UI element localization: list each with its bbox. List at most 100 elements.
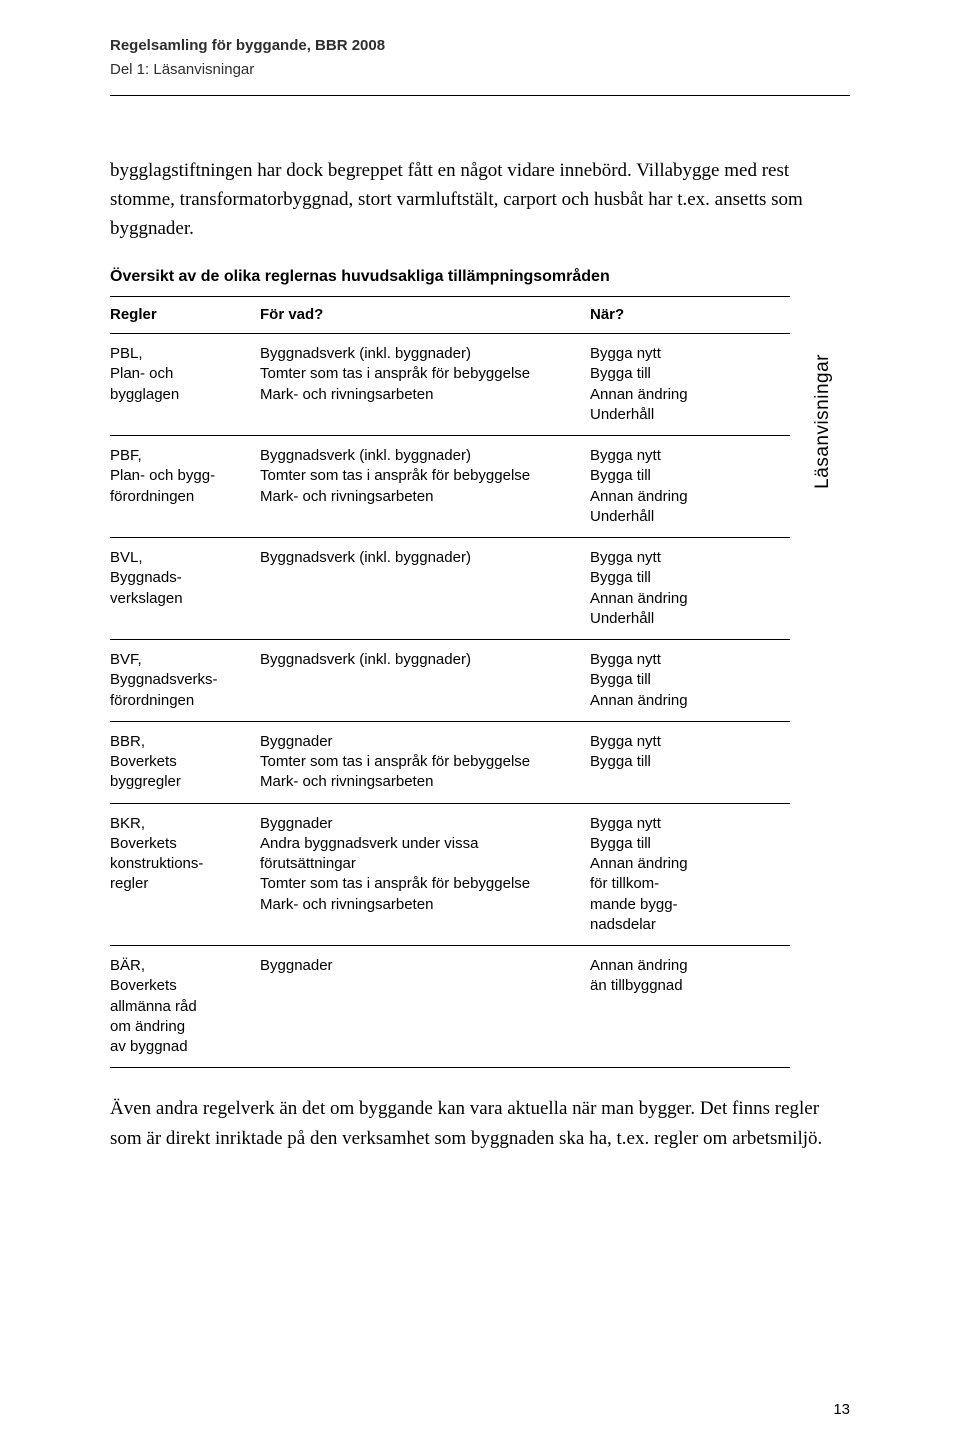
- cell-line: Annan ändring: [590, 691, 782, 711]
- cell-line: regler: [110, 874, 252, 894]
- table-row: PBL,Plan- ochbygglagenByggnadsverk (inkl…: [110, 334, 790, 436]
- table-title: Översikt av de olika reglernas huvudsakl…: [110, 268, 850, 286]
- cell-line: Bygga nytt: [590, 814, 782, 834]
- cell-line: Tomter som tas i anspråk för bebyggelse: [260, 752, 582, 772]
- intro-paragraph: bygglagstiftningen har dock begreppet få…: [110, 156, 850, 244]
- cell-for_vad: ByggnaderAndra byggnadsverk under vissaf…: [260, 803, 590, 946]
- cell-line: Underhåll: [590, 507, 782, 527]
- cell-nar: Bygga nyttBygga till: [590, 721, 790, 803]
- cell-line: för tillkom-: [590, 874, 782, 894]
- cell-line: Bygga till: [590, 364, 782, 384]
- cell-line: Bygga nytt: [590, 446, 782, 466]
- col-header-nar: När?: [590, 296, 790, 333]
- cell-for_vad: Byggnadsverk (inkl. byggnader)Tomter som…: [260, 334, 590, 436]
- cell-line: Mark- och rivningsarbeten: [260, 772, 582, 792]
- cell-line: Byggnader: [260, 956, 582, 976]
- cell-line: Byggnadsverk (inkl. byggnader): [260, 344, 582, 364]
- cell-line: Boverkets: [110, 976, 252, 996]
- cell-line: Byggnads-: [110, 568, 252, 588]
- cell-line: Bygga till: [590, 466, 782, 486]
- cell-line: Annan ändring: [590, 385, 782, 405]
- cell-line: Mark- och rivningsarbeten: [260, 895, 582, 915]
- cell-for_vad: Byggnader: [260, 946, 590, 1068]
- outro-paragraph: Även andra regelverk än det om byggande …: [110, 1094, 850, 1153]
- cell-line: Annan ändring: [590, 854, 782, 874]
- cell-nar: Bygga nyttBygga tillAnnan ändringUnderhå…: [590, 538, 790, 640]
- cell-line: BVF,: [110, 650, 252, 670]
- cell-for_vad: ByggnaderTomter som tas i anspråk för be…: [260, 721, 590, 803]
- cell-line: verkslagen: [110, 589, 252, 609]
- cell-line: Tomter som tas i anspråk för bebyggelse: [260, 466, 582, 486]
- cell-line: bygglagen: [110, 385, 252, 405]
- table-row: BVL,Byggnads-verkslagenByggnadsverk (ink…: [110, 538, 790, 640]
- rules-overview-table: Regler För vad? När? PBL,Plan- ochbyggla…: [110, 296, 790, 1069]
- table-body: PBL,Plan- ochbygglagenByggnadsverk (inkl…: [110, 334, 790, 1068]
- table-row: BKR,Boverketskonstruktions-reglerByggnad…: [110, 803, 790, 946]
- side-tab-label: Läsanvisningar: [812, 354, 834, 489]
- cell-line: nadsdelar: [590, 915, 782, 935]
- cell-line: förordningen: [110, 691, 252, 711]
- cell-line: Boverkets: [110, 752, 252, 772]
- running-header-title: Regelsamling för byggande, BBR 2008: [110, 36, 850, 56]
- cell-line: Mark- och rivningsarbeten: [260, 385, 582, 405]
- cell-line: Bygga nytt: [590, 732, 782, 752]
- cell-regler: BVL,Byggnads-verkslagen: [110, 538, 260, 640]
- cell-nar: Bygga nyttBygga tillAnnan ändringUnderhå…: [590, 334, 790, 436]
- cell-line: Byggnadsverks-: [110, 670, 252, 690]
- cell-line: BBR,: [110, 732, 252, 752]
- cell-line: Tomter som tas i anspråk för bebyggelse: [260, 364, 582, 384]
- table-row: BBR,BoverketsbyggreglerByggnaderTomter s…: [110, 721, 790, 803]
- cell-regler: BKR,Boverketskonstruktions-regler: [110, 803, 260, 946]
- cell-line: Mark- och rivningsarbeten: [260, 487, 582, 507]
- cell-line: om ändring: [110, 1017, 252, 1037]
- cell-line: mande bygg-: [590, 895, 782, 915]
- cell-line: Bygga till: [590, 568, 782, 588]
- cell-for_vad: Byggnadsverk (inkl. byggnader): [260, 640, 590, 722]
- cell-line: BÄR,: [110, 956, 252, 976]
- cell-for_vad: Byggnadsverk (inkl. byggnader)Tomter som…: [260, 436, 590, 538]
- cell-regler: PBF,Plan- och bygg-förordningen: [110, 436, 260, 538]
- cell-line: PBF,: [110, 446, 252, 466]
- table-row: BÄR,Boverketsallmänna rådom ändringav by…: [110, 946, 790, 1068]
- cell-line: Bygga nytt: [590, 344, 782, 364]
- cell-line: Underhåll: [590, 405, 782, 425]
- cell-line: BVL,: [110, 548, 252, 568]
- cell-nar: Bygga nyttBygga tillAnnan ändringUnderhå…: [590, 436, 790, 538]
- cell-nar: Bygga nyttBygga tillAnnan ändring: [590, 640, 790, 722]
- cell-line: Andra byggnadsverk under vissa: [260, 834, 582, 854]
- cell-line: Byggnadsverk (inkl. byggnader): [260, 650, 582, 670]
- cell-line: förutsättningar: [260, 854, 582, 874]
- cell-line: Annan ändring: [590, 589, 782, 609]
- cell-line: Annan ändring: [590, 487, 782, 507]
- cell-line: Underhåll: [590, 609, 782, 629]
- cell-regler: BBR,Boverketsbyggregler: [110, 721, 260, 803]
- cell-line: Byggnader: [260, 732, 582, 752]
- cell-line: förordningen: [110, 487, 252, 507]
- cell-regler: BÄR,Boverketsallmänna rådom ändringav by…: [110, 946, 260, 1068]
- cell-regler: PBL,Plan- ochbygglagen: [110, 334, 260, 436]
- cell-line: PBL,: [110, 344, 252, 364]
- cell-regler: BVF,Byggnadsverks-förordningen: [110, 640, 260, 722]
- page-number: 13: [833, 1401, 850, 1418]
- cell-line: Byggnader: [260, 814, 582, 834]
- cell-line: än tillbyggnad: [590, 976, 782, 996]
- table-wrapper: Regler För vad? När? PBL,Plan- ochbyggla…: [110, 296, 850, 1069]
- cell-line: Boverkets: [110, 834, 252, 854]
- page-container: Regelsamling för byggande, BBR 2008 Del …: [0, 0, 960, 1442]
- table-row: PBF,Plan- och bygg-förordningenByggnadsv…: [110, 436, 790, 538]
- col-header-regler: Regler: [110, 296, 260, 333]
- header-rule: [110, 95, 850, 96]
- cell-for_vad: Byggnadsverk (inkl. byggnader): [260, 538, 590, 640]
- cell-line: Byggnadsverk (inkl. byggnader): [260, 446, 582, 466]
- cell-line: Bygga till: [590, 670, 782, 690]
- cell-line: BKR,: [110, 814, 252, 834]
- cell-nar: Annan ändringän tillbyggnad: [590, 946, 790, 1068]
- cell-line: Bygga till: [590, 834, 782, 854]
- table-row: BVF,Byggnadsverks-förordningenByggnadsve…: [110, 640, 790, 722]
- cell-line: Plan- och bygg-: [110, 466, 252, 486]
- cell-line: Tomter som tas i anspråk för bebyggelse: [260, 874, 582, 894]
- col-header-forvad: För vad?: [260, 296, 590, 333]
- cell-line: Bygga nytt: [590, 548, 782, 568]
- cell-line: Byggnadsverk (inkl. byggnader): [260, 548, 582, 568]
- cell-line: Bygga till: [590, 752, 782, 772]
